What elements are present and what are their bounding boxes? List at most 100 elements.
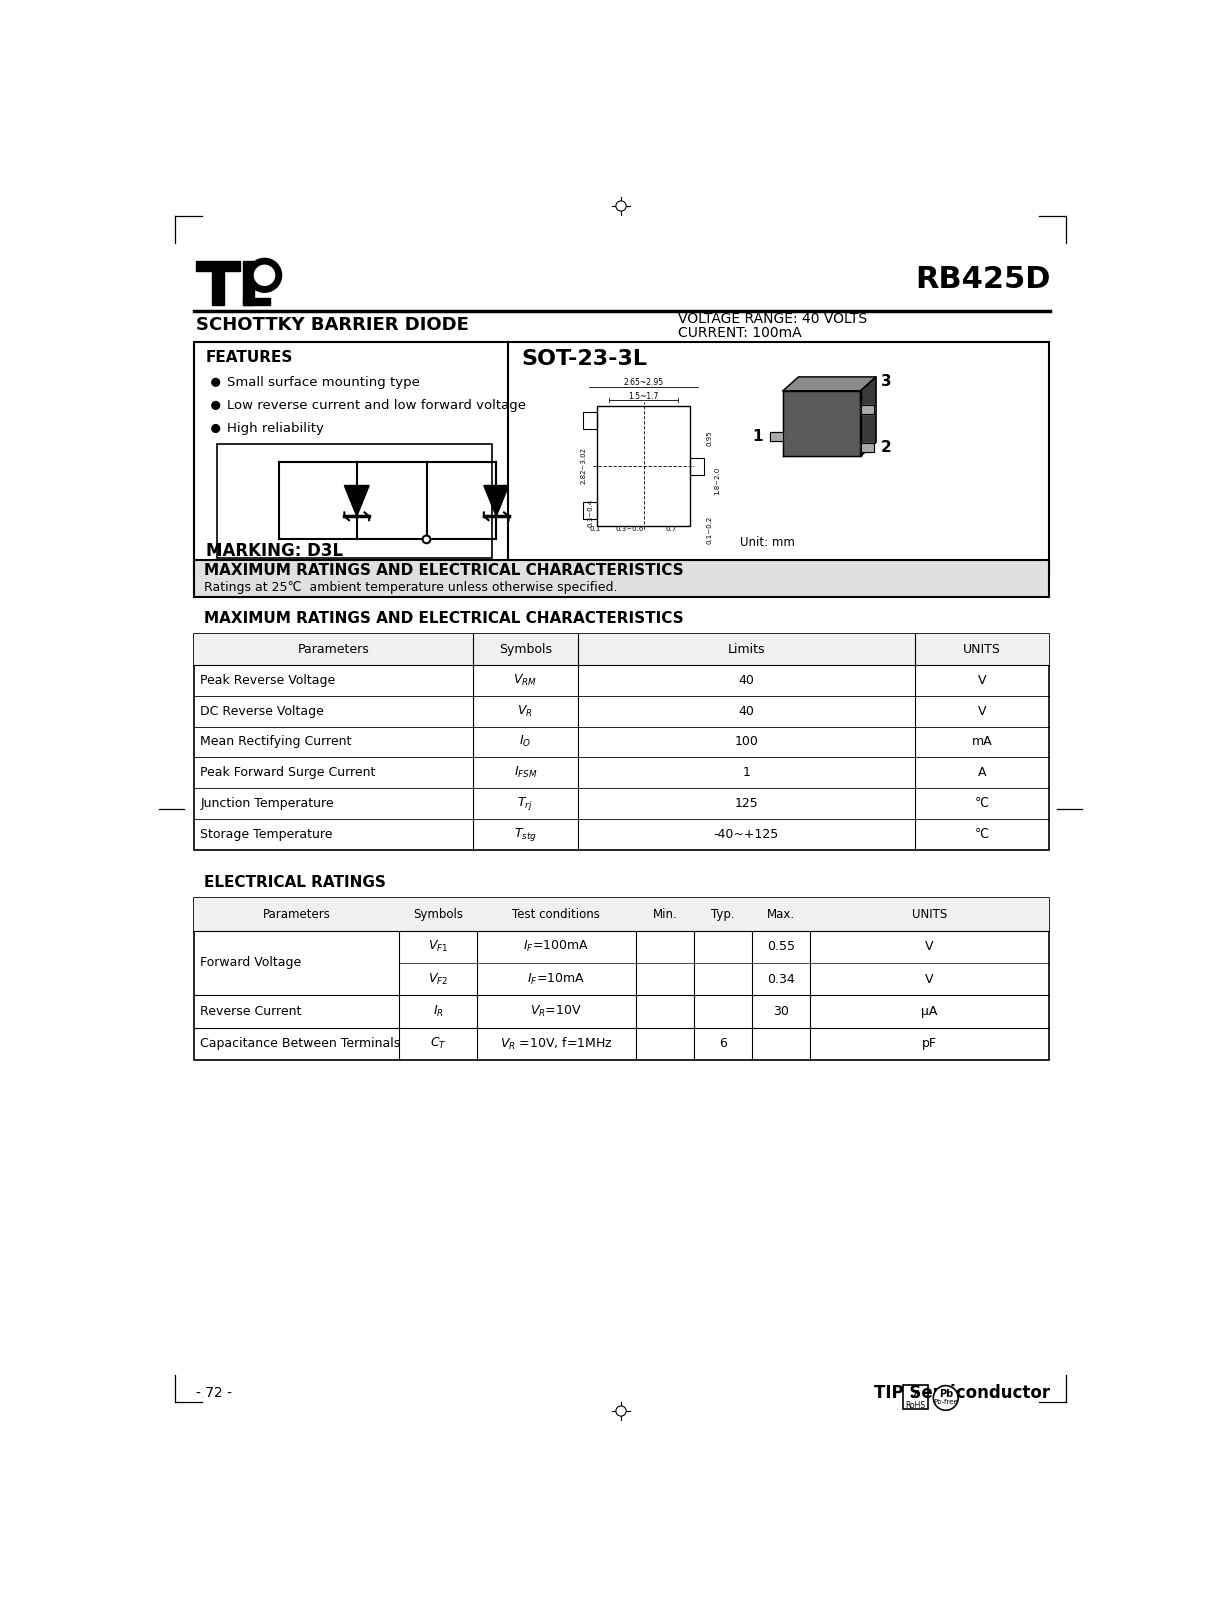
- Text: 1: 1: [752, 429, 763, 443]
- Polygon shape: [861, 376, 876, 456]
- Text: ℃: ℃: [975, 828, 989, 841]
- Polygon shape: [784, 376, 876, 391]
- Text: UNITS: UNITS: [963, 644, 1000, 656]
- Text: SOT-23-3L: SOT-23-3L: [522, 349, 648, 370]
- Text: $V_R$: $V_R$: [517, 703, 533, 719]
- Text: μA: μA: [922, 1005, 937, 1018]
- Circle shape: [616, 1406, 626, 1417]
- Text: Symbols: Symbols: [499, 644, 552, 656]
- Text: FEATURES: FEATURES: [206, 351, 293, 365]
- Text: A: A: [977, 767, 986, 780]
- Text: High reliability: High reliability: [226, 423, 323, 435]
- Text: 1.8~2.0: 1.8~2.0: [714, 467, 721, 495]
- Text: Pb-free: Pb-free: [934, 1399, 958, 1404]
- Text: -40~+125: -40~+125: [713, 828, 779, 841]
- Bar: [194, 343, 1049, 572]
- Bar: [194, 898, 1049, 1060]
- Bar: [194, 560, 1049, 597]
- Bar: [770, 432, 784, 440]
- Text: $I_O$: $I_O$: [520, 735, 532, 749]
- Bar: [597, 407, 690, 525]
- Polygon shape: [212, 271, 224, 304]
- Text: Junction Temperature: Junction Temperature: [200, 797, 334, 810]
- Text: MAXIMUM RATINGS AND ELECTRICAL CHARACTERISTICS: MAXIMUM RATINGS AND ELECTRICAL CHARACTER…: [205, 612, 684, 626]
- Text: 40: 40: [739, 674, 754, 687]
- Bar: [690, 458, 704, 475]
- Text: 2.65~2.95: 2.65~2.95: [624, 378, 664, 387]
- Polygon shape: [243, 261, 253, 304]
- Text: Test conditions: Test conditions: [512, 908, 601, 921]
- Text: 0.55: 0.55: [767, 940, 796, 953]
- Circle shape: [212, 378, 219, 386]
- Text: Pb: Pb: [939, 1390, 953, 1399]
- Text: $I_{FSM}$: $I_{FSM}$: [513, 765, 538, 780]
- Text: Peak Forward Surge Current: Peak Forward Surge Current: [200, 767, 375, 780]
- Text: V: V: [977, 704, 986, 717]
- Text: Peak Reverse Voltage: Peak Reverse Voltage: [200, 674, 335, 687]
- Text: V: V: [925, 972, 934, 986]
- Text: UNITS: UNITS: [912, 908, 947, 921]
- Text: 3: 3: [880, 375, 891, 389]
- Text: ✓: ✓: [909, 1388, 922, 1402]
- Text: RoHS: RoHS: [906, 1401, 925, 1410]
- Text: 2: 2: [880, 440, 891, 455]
- Polygon shape: [196, 261, 240, 271]
- Text: RB425D: RB425D: [914, 266, 1050, 295]
- Polygon shape: [784, 391, 861, 456]
- Text: $V_R$ =10V, f=1MHz: $V_R$ =10V, f=1MHz: [500, 1036, 613, 1052]
- Text: VOLTAGE RANGE: 40 VOLTS: VOLTAGE RANGE: 40 VOLTS: [678, 312, 867, 327]
- Text: pF: pF: [922, 1037, 937, 1050]
- Polygon shape: [484, 485, 509, 516]
- Bar: [194, 634, 1049, 850]
- Text: ELECTRICAL RATINGS: ELECTRICAL RATINGS: [205, 876, 386, 890]
- Text: V: V: [925, 940, 934, 953]
- Text: Low reverse current and low forward voltage: Low reverse current and low forward volt…: [226, 399, 526, 411]
- Text: $V_{F1}$: $V_{F1}$: [427, 940, 448, 954]
- Text: 0.1: 0.1: [590, 527, 601, 533]
- Text: Small surface mounting type: Small surface mounting type: [226, 376, 419, 389]
- Bar: [194, 898, 1049, 930]
- Text: CURRENT: 100mA: CURRENT: 100mA: [678, 327, 802, 339]
- Text: Storage Temperature: Storage Temperature: [200, 828, 333, 841]
- Circle shape: [247, 258, 282, 293]
- Text: $V_{F2}$: $V_{F2}$: [427, 972, 448, 986]
- Text: Parameters: Parameters: [263, 908, 331, 921]
- Text: - 72 -: - 72 -: [196, 1385, 233, 1399]
- Text: 0.3~0.4: 0.3~0.4: [587, 500, 593, 527]
- Text: 0.3~0.6: 0.3~0.6: [615, 527, 644, 533]
- Text: 6: 6: [719, 1037, 727, 1050]
- Text: 1: 1: [742, 767, 750, 780]
- Text: 0.95: 0.95: [706, 431, 712, 447]
- Text: $I_F$=100mA: $I_F$=100mA: [523, 940, 590, 954]
- Text: Typ.: Typ.: [711, 908, 735, 921]
- Text: Ratings at 25℃  ambient temperature unless otherwise specified.: Ratings at 25℃ ambient temperature unles…: [205, 581, 618, 594]
- Text: 30: 30: [773, 1005, 790, 1018]
- Text: Capacitance Between Terminals: Capacitance Between Terminals: [200, 1037, 401, 1050]
- Text: $V_{RM}$: $V_{RM}$: [513, 672, 538, 688]
- Text: $I_F$=10mA: $I_F$=10mA: [527, 972, 585, 986]
- Text: $I_R$: $I_R$: [432, 1004, 443, 1018]
- Text: $T_{stg}$: $T_{stg}$: [513, 826, 536, 842]
- Text: Reverse Current: Reverse Current: [200, 1005, 302, 1018]
- Text: V: V: [977, 674, 986, 687]
- Text: 0.7: 0.7: [665, 527, 676, 533]
- Circle shape: [212, 402, 219, 410]
- Text: DC Reverse Voltage: DC Reverse Voltage: [200, 704, 325, 717]
- Text: Parameters: Parameters: [298, 644, 369, 656]
- Circle shape: [423, 536, 430, 543]
- Text: Max.: Max.: [767, 908, 796, 921]
- Text: Limits: Limits: [728, 644, 765, 656]
- Text: TIP Semiconductor: TIP Semiconductor: [874, 1383, 1050, 1401]
- Bar: [217, 443, 493, 557]
- Text: SCHOTTKY BARRIER DIODE: SCHOTTKY BARRIER DIODE: [196, 317, 469, 335]
- Text: 2.82~3.02: 2.82~3.02: [580, 447, 586, 484]
- Text: 0.34: 0.34: [768, 972, 794, 986]
- Polygon shape: [243, 298, 270, 304]
- Text: Mean Rectifying Current: Mean Rectifying Current: [200, 735, 351, 748]
- Text: 0.1~0.2: 0.1~0.2: [706, 516, 712, 543]
- Text: Forward Voltage: Forward Voltage: [200, 956, 302, 969]
- Text: 100: 100: [734, 735, 758, 748]
- Text: mA: mA: [971, 735, 992, 748]
- Text: 1.5~1.7: 1.5~1.7: [629, 392, 659, 400]
- Circle shape: [254, 266, 275, 285]
